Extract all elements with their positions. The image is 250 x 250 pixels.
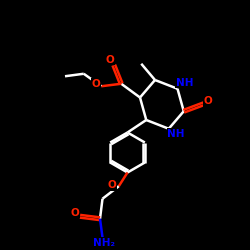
Text: O: O [204,96,212,106]
Text: NH: NH [176,78,194,88]
Text: O: O [91,79,100,89]
Text: O: O [106,54,114,64]
Text: NH₂: NH₂ [93,238,115,248]
Text: O: O [70,208,79,218]
Text: NH: NH [168,129,185,139]
Text: O: O [108,180,116,190]
